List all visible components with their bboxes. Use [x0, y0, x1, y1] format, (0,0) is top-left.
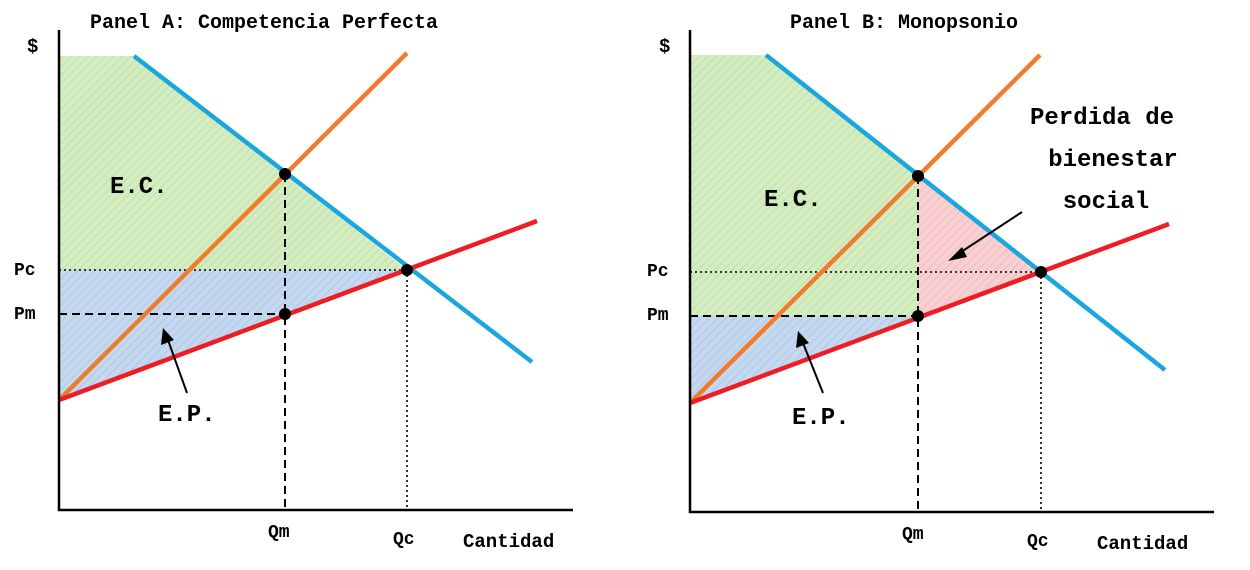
panel-b-axes [688, 30, 1214, 514]
panel-a: Panel A: Competencia Perfecta $ Pc Pm Qm… [14, 12, 573, 553]
panel-b-consumer-surplus-label: E.C. [764, 187, 822, 214]
panel-b-point-monopsony-price [912, 310, 924, 322]
dwl-line-2: bienestar [1048, 147, 1178, 174]
panel-b-qm-label: Qm [902, 525, 924, 545]
panel-a-consumer-surplus-label: E.C. [110, 174, 168, 201]
panel-b-consumer-surplus-area [690, 55, 918, 316]
panel-b-deadweight-loss-label: Perdida de bienestar social [1030, 105, 1178, 216]
panel-b-x-axis-label: Cantidad [1097, 533, 1188, 555]
panel-a-qc-label: Qc [393, 530, 415, 550]
panel-a-title: Panel A: Competencia Perfecta [90, 12, 438, 35]
panel-b-point-me-demand [912, 170, 924, 182]
dwl-line-3: social [1063, 189, 1149, 216]
panel-a-x-axis-label: Cantidad [463, 531, 554, 553]
panel-b-qc-label: Qc [1027, 532, 1049, 552]
panel-b: Panel B: Monopsonio $ Pc Pm Qm Qc Cantid… [647, 12, 1214, 555]
panel-b-pm-label: Pm [647, 306, 669, 326]
panel-a-marginal-expenditure-curve [57, 51, 409, 402]
panel-a-y-axis-label: $ [27, 36, 38, 58]
panel-a-point-equilibrium [401, 264, 413, 276]
panel-a-qm-label: Qm [268, 523, 290, 543]
panel-b-producer-surplus-label: E.P. [792, 405, 850, 432]
panel-a-point-me-demand [279, 168, 291, 180]
panel-b-pc-label: Pc [647, 262, 669, 282]
panel-b-supply-curve [689, 221, 1170, 406]
panel-b-title: Panel B: Monopsonio [790, 12, 1018, 35]
panel-b-y-axis-label: $ [659, 36, 670, 58]
panel-b-point-competitive-equilibrium [1035, 266, 1047, 278]
panel-b-deadweight-loss-arrow [948, 211, 1023, 261]
panel-b-demand-curve [764, 53, 1167, 372]
panel-a-supply-curve [58, 218, 538, 403]
panel-a-axes [57, 30, 573, 512]
dwl-line-1: Perdida de [1030, 105, 1174, 132]
panel-b-producer-surplus-arrow [796, 331, 824, 394]
panel-a-point-supply-qm [279, 308, 291, 320]
panel-a-producer-surplus-arrow [161, 328, 188, 394]
panel-a-consumer-surplus-area [59, 56, 407, 270]
panel-b-marginal-expenditure-curve [688, 53, 1042, 405]
panel-a-pm-label: Pm [14, 305, 36, 325]
panel-a-demand-curve [132, 54, 534, 364]
panel-a-producer-surplus-label: E.P. [158, 402, 216, 429]
panel-a-pc-label: Pc [14, 261, 36, 281]
